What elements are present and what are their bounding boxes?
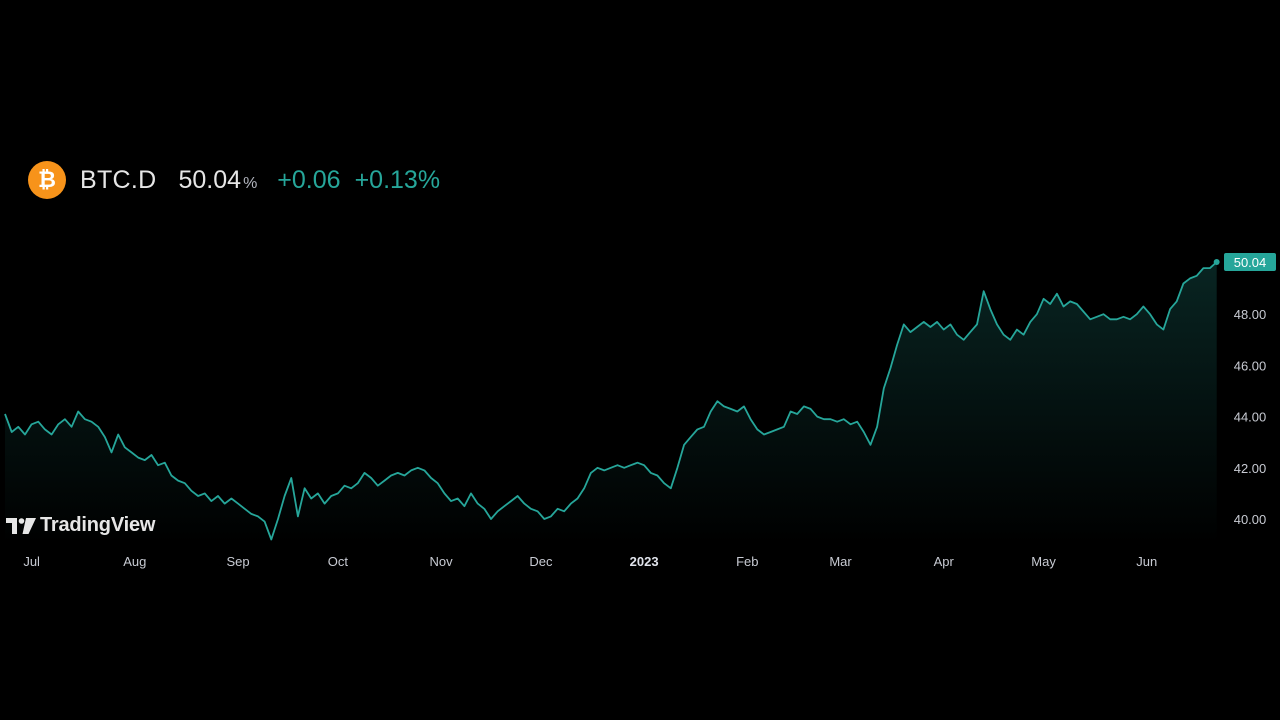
area-fill	[5, 262, 1217, 544]
x-tick-label: Feb	[736, 554, 758, 569]
last-value-badge	[1224, 252, 1276, 271]
x-tick-label: Aug	[123, 554, 146, 569]
x-tick-label: Sep	[226, 554, 249, 569]
x-tick-label: 2023	[630, 554, 659, 569]
y-tick-label: 42.00	[1234, 461, 1267, 476]
bitcoin-glyph: ₿	[38, 168, 56, 193]
change-percent: +0.13%	[354, 165, 441, 194]
x-tick-label: May	[1031, 554, 1056, 569]
y-tick-label: 40.00	[1234, 512, 1267, 527]
x-tick-label: Dec	[529, 554, 553, 569]
series-line	[4, 261, 1218, 541]
change-absolute: +0.06	[277, 165, 341, 194]
last-point-marker	[1213, 258, 1220, 265]
price-unit: %	[243, 175, 258, 192]
ticker-symbol[interactable]: BTC.D	[80, 165, 157, 194]
y-tick-label: 44.00	[1234, 410, 1267, 425]
x-tick-label: Mar	[829, 554, 852, 569]
y-tick-label: 46.00	[1234, 358, 1267, 373]
x-tick-label: Jun	[1136, 554, 1157, 569]
last-value-label: 50.04	[1234, 255, 1267, 270]
x-tick-label: Nov	[430, 554, 454, 569]
tradingview-logo: TradingView	[6, 514, 155, 537]
tradingview-icon	[6, 517, 36, 534]
x-tick-label: Apr	[934, 554, 955, 569]
x-tick-label: Jul	[23, 554, 40, 569]
ticker-header: ₿ BTC.D 50.04 % +0.06 +0.13%	[28, 160, 454, 200]
last-price: 50.04	[178, 165, 242, 194]
x-tick-label: Oct	[328, 554, 349, 569]
tradingview-wordmark: TradingView	[40, 514, 156, 536]
bitcoin-icon: ₿	[28, 161, 66, 199]
y-tick-label: 48.00	[1234, 307, 1267, 322]
